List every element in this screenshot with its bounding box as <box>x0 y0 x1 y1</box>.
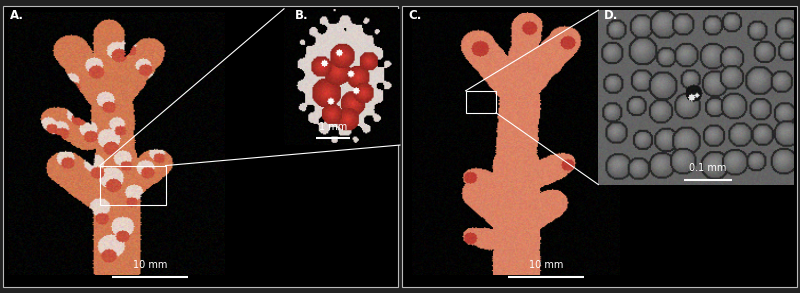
Bar <box>466 91 496 113</box>
Text: D.: D. <box>604 9 618 22</box>
Text: 10 mm: 10 mm <box>529 260 563 270</box>
Text: 10 mm: 10 mm <box>133 260 167 270</box>
Bar <box>402 6 797 287</box>
Text: C.: C. <box>408 9 422 22</box>
Bar <box>100 166 166 205</box>
Bar <box>3 6 398 287</box>
Text: 0.1 mm: 0.1 mm <box>690 163 726 173</box>
Text: B.: B. <box>294 9 308 22</box>
Text: 1 mm: 1 mm <box>318 122 347 132</box>
Text: A.: A. <box>10 9 24 22</box>
